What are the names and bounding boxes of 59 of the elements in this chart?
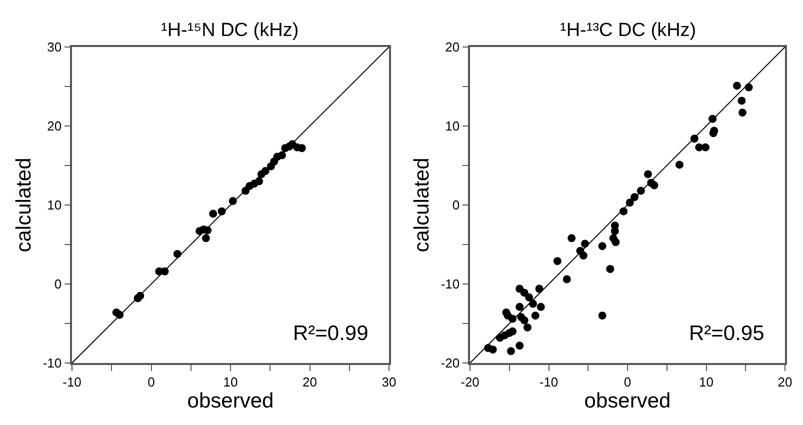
point: [516, 342, 524, 350]
point: [209, 210, 218, 218]
point: [523, 323, 532, 332]
x-tick-label: 10: [699, 374, 714, 390]
point: [644, 170, 652, 178]
point: [531, 312, 540, 320]
x-tick-label: 30: [382, 374, 396, 390]
point: [598, 242, 606, 250]
chart-title: ¹H-¹³C DC (kHz): [560, 20, 696, 41]
y-tick-label: 10: [47, 198, 62, 213]
x-tick-label: 0: [148, 374, 155, 390]
annotation: R²=0.95: [689, 322, 764, 345]
y-tick-label: -20: [440, 356, 460, 371]
annotation: R²=0.99: [293, 322, 368, 345]
point: [562, 275, 571, 284]
x-tick-label: 0: [624, 374, 632, 390]
point: [525, 293, 534, 302]
chart-title: ¹H-¹⁵N DC (kHz): [161, 20, 299, 41]
y-tick-label: -10: [440, 276, 460, 292]
y-tick-label: 20: [445, 40, 460, 55]
point: [520, 288, 528, 297]
point: [520, 316, 528, 324]
point: [610, 227, 619, 236]
x-axis-title: observed: [584, 389, 671, 412]
y-tick-label: 10: [445, 118, 460, 134]
x-tick-label: -10: [539, 374, 558, 390]
point: [508, 327, 517, 336]
point: [202, 234, 210, 242]
point: [536, 302, 545, 311]
x-tick-label: 20: [302, 374, 317, 390]
x-tick-label: -10: [62, 374, 82, 390]
point: [535, 284, 544, 293]
x-tick-label: 20: [778, 374, 792, 390]
x-tick-label: -20: [460, 374, 480, 390]
y-tick-label: 0: [54, 276, 62, 292]
y-axis-title: calculated: [410, 158, 434, 252]
point: [738, 96, 746, 105]
y-axis-title: calculated: [12, 158, 36, 252]
point: [488, 346, 497, 354]
y-tick-label: 20: [47, 118, 62, 134]
point: [606, 264, 614, 273]
point: [506, 347, 515, 356]
y-tick-label: -10: [42, 356, 62, 371]
point: [732, 82, 741, 90]
point: [598, 312, 606, 320]
point: [568, 234, 576, 242]
point: [579, 252, 588, 260]
point: [701, 143, 710, 152]
point: [553, 257, 562, 266]
point: [675, 160, 684, 169]
point: [298, 144, 306, 152]
point: [650, 181, 658, 190]
point: [612, 238, 620, 246]
point: [738, 108, 746, 117]
x-tick-label: 10: [223, 374, 238, 390]
y-tick-label: 0: [452, 198, 460, 213]
x-axis-title: observed: [187, 389, 274, 412]
y-tick-label: 30: [47, 40, 62, 55]
point: [516, 302, 524, 311]
